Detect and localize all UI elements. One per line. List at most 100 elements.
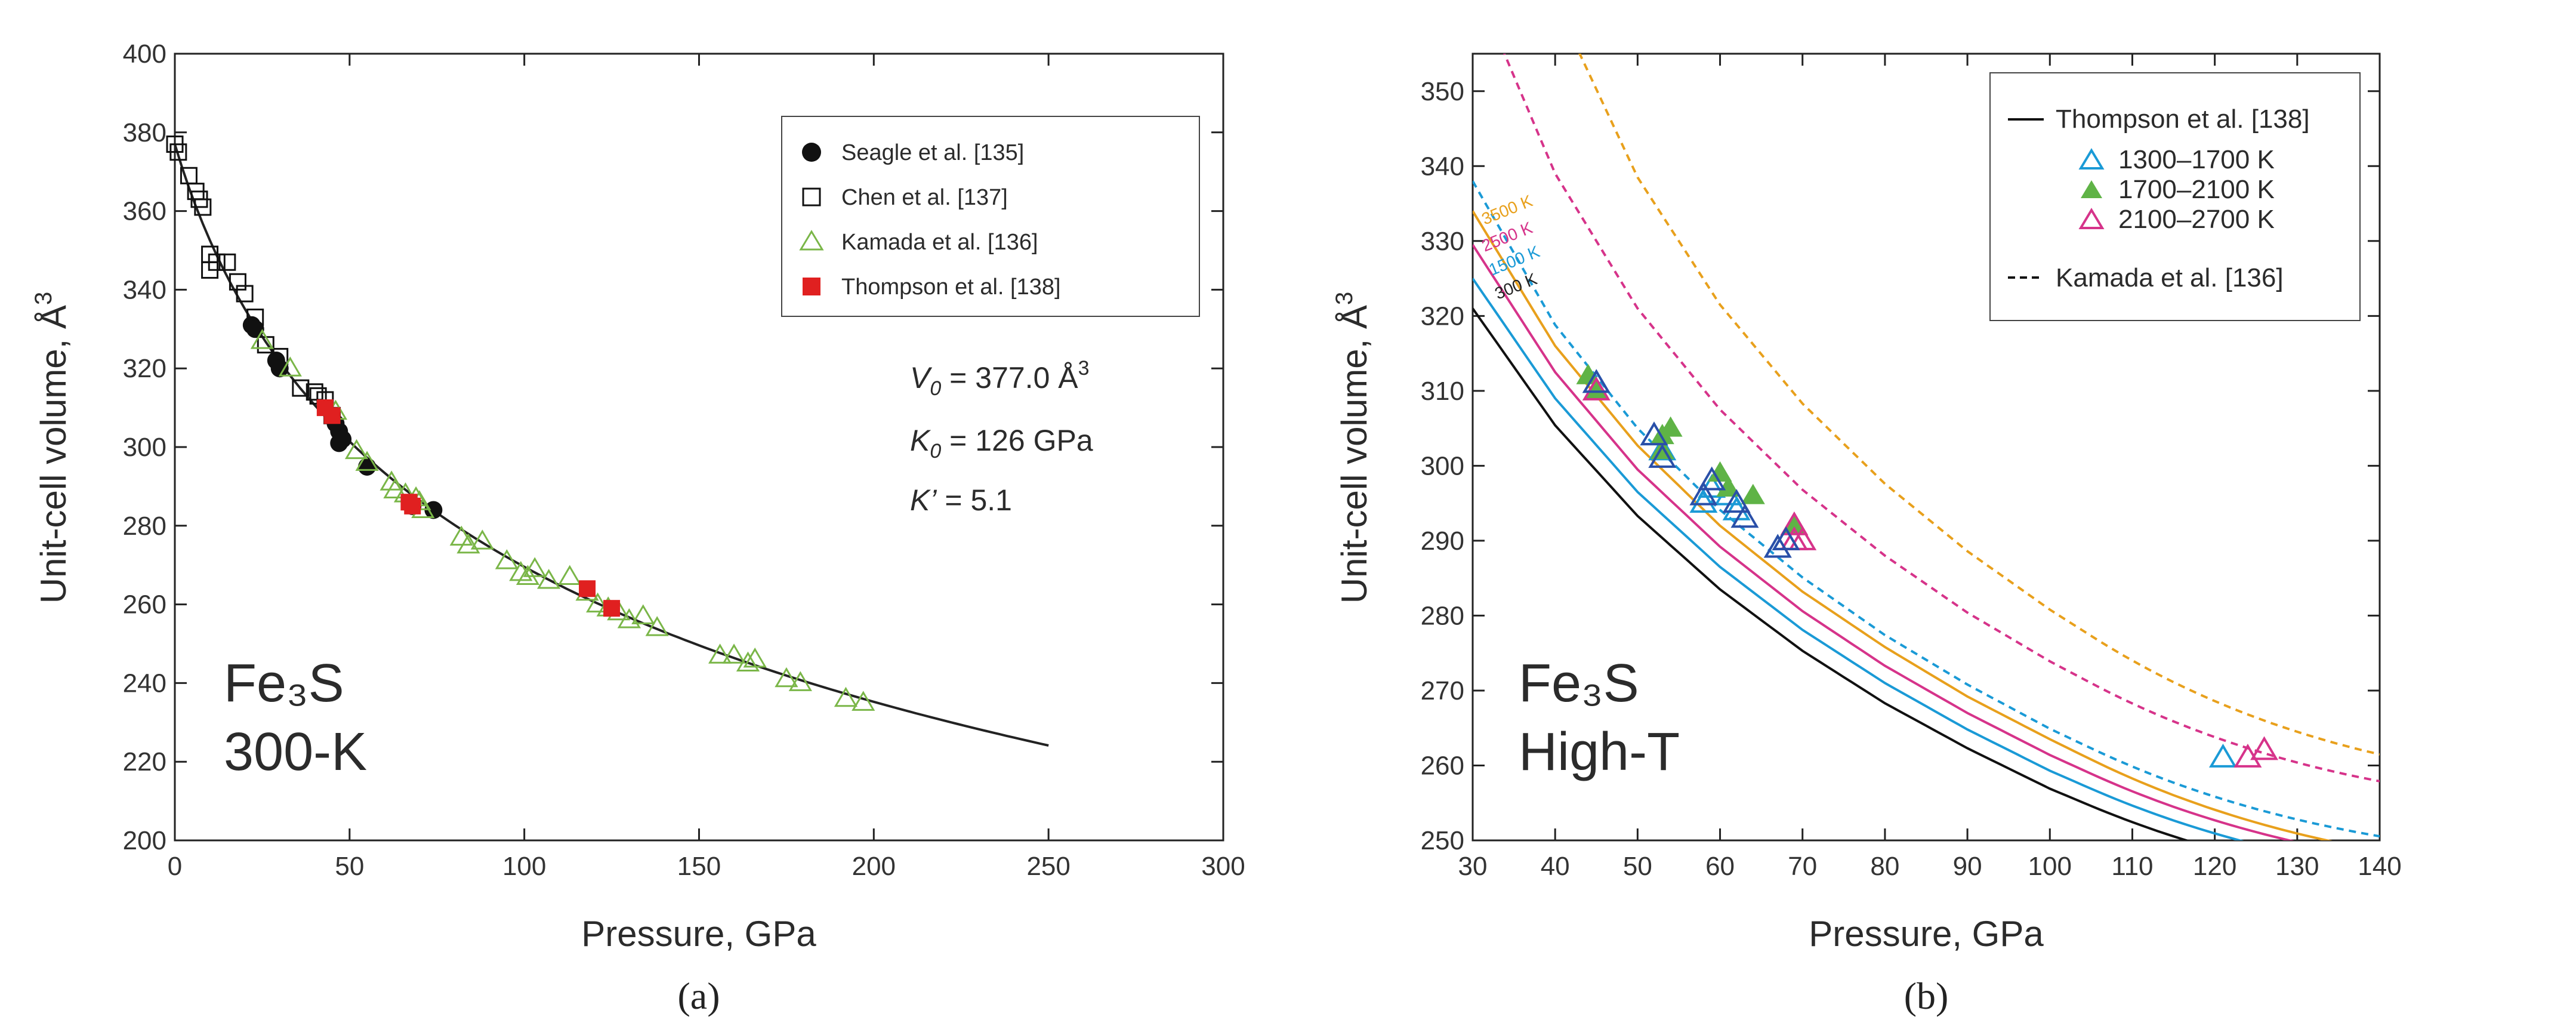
y-tick-label: 260: [1421, 751, 1464, 780]
point-kamada: [775, 667, 798, 688]
curves-b: [1473, 54, 2380, 840]
point-dark-blue: [1698, 466, 1726, 491]
point-dark-blue: [1763, 534, 1792, 558]
legend-marker-thompson: [803, 278, 820, 295]
point-chen: [292, 379, 310, 397]
sample-label-a: Fe₃S: [224, 654, 344, 713]
curve-kamada-1: [1473, 180, 2380, 838]
x-tick-label: 200: [852, 852, 896, 881]
y-tick-label: 300: [1421, 451, 1464, 480]
point-thompson: [603, 600, 621, 617]
point-kamada: [736, 651, 760, 671]
point-1700-2100-k: [1576, 363, 1600, 384]
legend-marker-2100: [2078, 208, 2105, 229]
legend-a: Seagle et al. [135] Chen et al. [137] Ka…: [781, 116, 1200, 317]
curve-3500-k: [1473, 210, 2333, 840]
data-points-b: [1576, 363, 2279, 768]
x-tick-label: 30: [1458, 852, 1488, 881]
legend-marker-1700: [2081, 180, 2102, 198]
point-seagle: [246, 320, 264, 338]
x-tick-label: 80: [1870, 852, 1899, 881]
point-2100-2700-k: [1582, 376, 1611, 400]
point-chen: [208, 253, 226, 271]
sample-label-b: Fe₃S: [1519, 654, 1639, 713]
curve-1500-k: [1473, 278, 2244, 840]
x-tick-label: 50: [1623, 852, 1652, 881]
point-2100-2700-k: [1788, 526, 1817, 550]
x-tick-label: 250: [1026, 852, 1070, 881]
legend-label-2100: 2100–2700 K: [2118, 205, 2275, 234]
x-tick-label: 120: [2193, 852, 2236, 881]
x-tick-label: 70: [1788, 852, 1817, 881]
point-kamada: [344, 439, 369, 460]
param-v0: V0 = 377.0 Å3: [910, 357, 1090, 400]
point-1700-2100-k: [1782, 513, 1806, 534]
point-chen: [169, 143, 187, 161]
point-kamada: [631, 604, 655, 624]
legend-label-solid: Thompson et al. [138]: [2056, 104, 2310, 134]
y-tick-label: 290: [1421, 526, 1464, 556]
y-tick-label: 330: [1421, 227, 1464, 256]
y-tick-label: 220: [123, 747, 166, 777]
point-1300-1700-k: [2208, 743, 2237, 768]
point-kamada: [852, 691, 875, 711]
point-kamada: [537, 569, 561, 589]
y-tick-label: 380: [123, 118, 166, 147]
point-dark-blue: [1582, 369, 1611, 393]
x-tick-label: 60: [1705, 852, 1735, 881]
x-tick-label: 40: [1541, 852, 1570, 881]
point-thompson: [404, 497, 421, 514]
point-2100-2700-k: [2250, 736, 2279, 760]
point-kamada: [380, 470, 403, 491]
point-kamada: [355, 451, 379, 471]
point-kamada: [495, 549, 519, 569]
x-tick-label: 300: [1201, 852, 1245, 881]
curve-2500-k: [1473, 244, 2295, 840]
legend-marker-chen: [802, 187, 821, 207]
point-kamada: [449, 525, 473, 546]
point-kamada: [743, 647, 767, 668]
legend-label-chen: Chen et al. [137]: [841, 185, 1008, 210]
point-1700-2100-k: [1650, 439, 1674, 460]
point-1700-2100-k: [1708, 461, 1732, 482]
point-kamada: [558, 565, 582, 585]
point-chen: [194, 198, 212, 216]
legend-label-1300: 1300–1700 K: [2118, 145, 2275, 174]
x-tick-label: 50: [335, 852, 364, 881]
condition-label-b: High-T: [1519, 722, 1680, 782]
legend-label-kamada: Kamada et al. [136]: [841, 230, 1038, 255]
curve-kamada-2: [1503, 54, 2380, 782]
point-1700-2100-k: [1716, 476, 1741, 497]
y-tick-label: 270: [1421, 676, 1464, 705]
point-kamada: [645, 616, 669, 636]
legend-label-thompson: Thompson et al. [138]: [841, 275, 1061, 300]
point-kamada: [617, 608, 641, 629]
point-dark-blue: [1648, 443, 1677, 468]
x-tick-label: 100: [2028, 852, 2072, 881]
point-seagle: [424, 501, 443, 519]
y-tick-label: 350: [1421, 77, 1464, 106]
point-dark-blue: [1730, 504, 1759, 528]
y-tick-label: 340: [123, 275, 166, 304]
y-axis-label-a: Unit-cell volume, Å3: [30, 292, 73, 603]
point-2100-2700-k: [1780, 511, 1809, 535]
point-dark-blue: [1772, 526, 1800, 550]
point-1700-2100-k: [1658, 416, 1683, 437]
x-tick-label: 140: [2358, 852, 2401, 881]
point-dark-blue: [1640, 421, 1668, 446]
x-tick-label: 130: [2275, 852, 2319, 881]
y-axis-label-b: Unit-cell volume, Å3: [1331, 292, 1374, 603]
point-1300-1700-k: [1763, 534, 1792, 558]
point-thompson: [323, 407, 341, 424]
point-chen: [218, 253, 236, 271]
legend-box-b: [1989, 72, 2361, 321]
y-tick-label: 310: [1421, 377, 1464, 406]
x-axis-label-b: Pressure, GPa: [1809, 914, 2044, 954]
point-kamada: [788, 671, 812, 691]
point-kamada: [834, 686, 858, 707]
point-kamada: [708, 643, 732, 664]
y-tick-label: 200: [123, 826, 166, 855]
param-kprime: K’ = 5.1: [910, 483, 1012, 517]
y-tick-label: 240: [123, 668, 166, 698]
